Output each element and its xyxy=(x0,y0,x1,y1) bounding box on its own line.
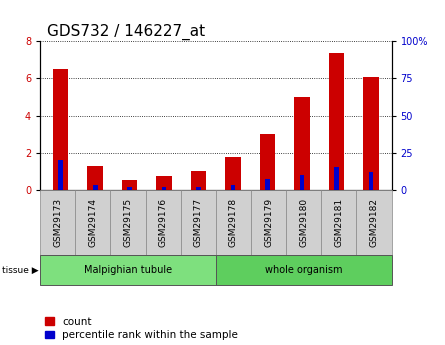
Text: whole organism: whole organism xyxy=(265,265,343,275)
Text: GDS732 / 146227_at: GDS732 / 146227_at xyxy=(47,24,205,40)
Bar xyxy=(93,185,97,190)
Text: tissue ▶: tissue ▶ xyxy=(2,265,39,275)
Text: GSM29175: GSM29175 xyxy=(123,198,133,247)
Bar xyxy=(87,166,103,190)
Bar xyxy=(299,175,304,190)
Bar xyxy=(368,172,373,190)
Bar xyxy=(265,179,270,190)
Text: GSM29182: GSM29182 xyxy=(369,198,379,247)
Text: GSM29177: GSM29177 xyxy=(194,198,203,247)
Bar xyxy=(294,97,310,190)
Bar xyxy=(191,171,206,190)
Bar xyxy=(162,187,166,190)
Bar xyxy=(58,160,63,190)
Text: Malpighian tubule: Malpighian tubule xyxy=(84,265,172,275)
Bar xyxy=(53,69,69,190)
Bar xyxy=(260,134,275,190)
Text: GSM29173: GSM29173 xyxy=(53,198,62,247)
Text: GSM29176: GSM29176 xyxy=(158,198,168,247)
Bar xyxy=(196,187,201,190)
Text: GSM29179: GSM29179 xyxy=(264,198,273,247)
Bar xyxy=(363,77,379,190)
Bar xyxy=(334,168,339,190)
Text: GSM29180: GSM29180 xyxy=(299,198,308,247)
Bar xyxy=(127,187,132,190)
Bar xyxy=(156,176,172,190)
Legend: count, percentile rank within the sample: count, percentile rank within the sample xyxy=(45,317,238,340)
Text: GSM29174: GSM29174 xyxy=(88,198,97,247)
Bar xyxy=(225,157,241,190)
Text: GSM29178: GSM29178 xyxy=(229,198,238,247)
Text: GSM29181: GSM29181 xyxy=(334,198,344,247)
Bar xyxy=(329,52,344,190)
Bar xyxy=(231,185,235,190)
Bar xyxy=(122,180,138,190)
